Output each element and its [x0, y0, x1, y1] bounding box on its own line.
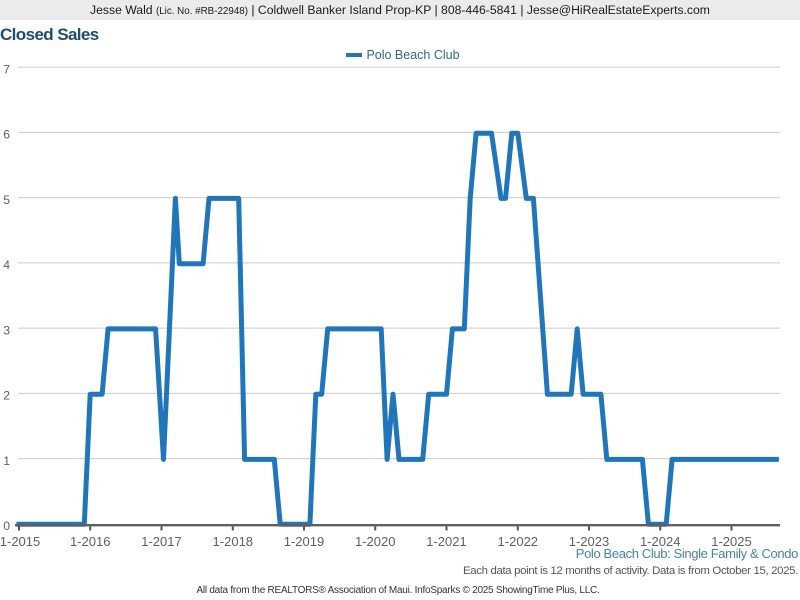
svg-text:1-2021: 1-2021 — [426, 534, 466, 549]
svg-text:6: 6 — [3, 128, 10, 142]
svg-text:1-2022: 1-2022 — [498, 534, 538, 549]
svg-text:1-2019: 1-2019 — [284, 534, 324, 549]
svg-text:1-2023: 1-2023 — [569, 534, 609, 549]
svg-text:1-2015: 1-2015 — [0, 534, 40, 549]
svg-text:0: 0 — [3, 519, 10, 533]
svg-text:3: 3 — [3, 323, 10, 337]
svg-text:7: 7 — [3, 62, 10, 76]
svg-text:1-2018: 1-2018 — [213, 534, 253, 549]
svg-text:1: 1 — [3, 454, 10, 468]
svg-text:1-2024: 1-2024 — [640, 534, 680, 549]
svg-text:1-2016: 1-2016 — [70, 534, 110, 549]
svg-text:5: 5 — [3, 193, 10, 207]
svg-text:2: 2 — [3, 389, 10, 403]
svg-text:1-2020: 1-2020 — [355, 534, 395, 549]
svg-text:1-2025: 1-2025 — [711, 534, 751, 549]
svg-text:4: 4 — [3, 258, 10, 272]
svg-text:1-2017: 1-2017 — [141, 534, 181, 549]
